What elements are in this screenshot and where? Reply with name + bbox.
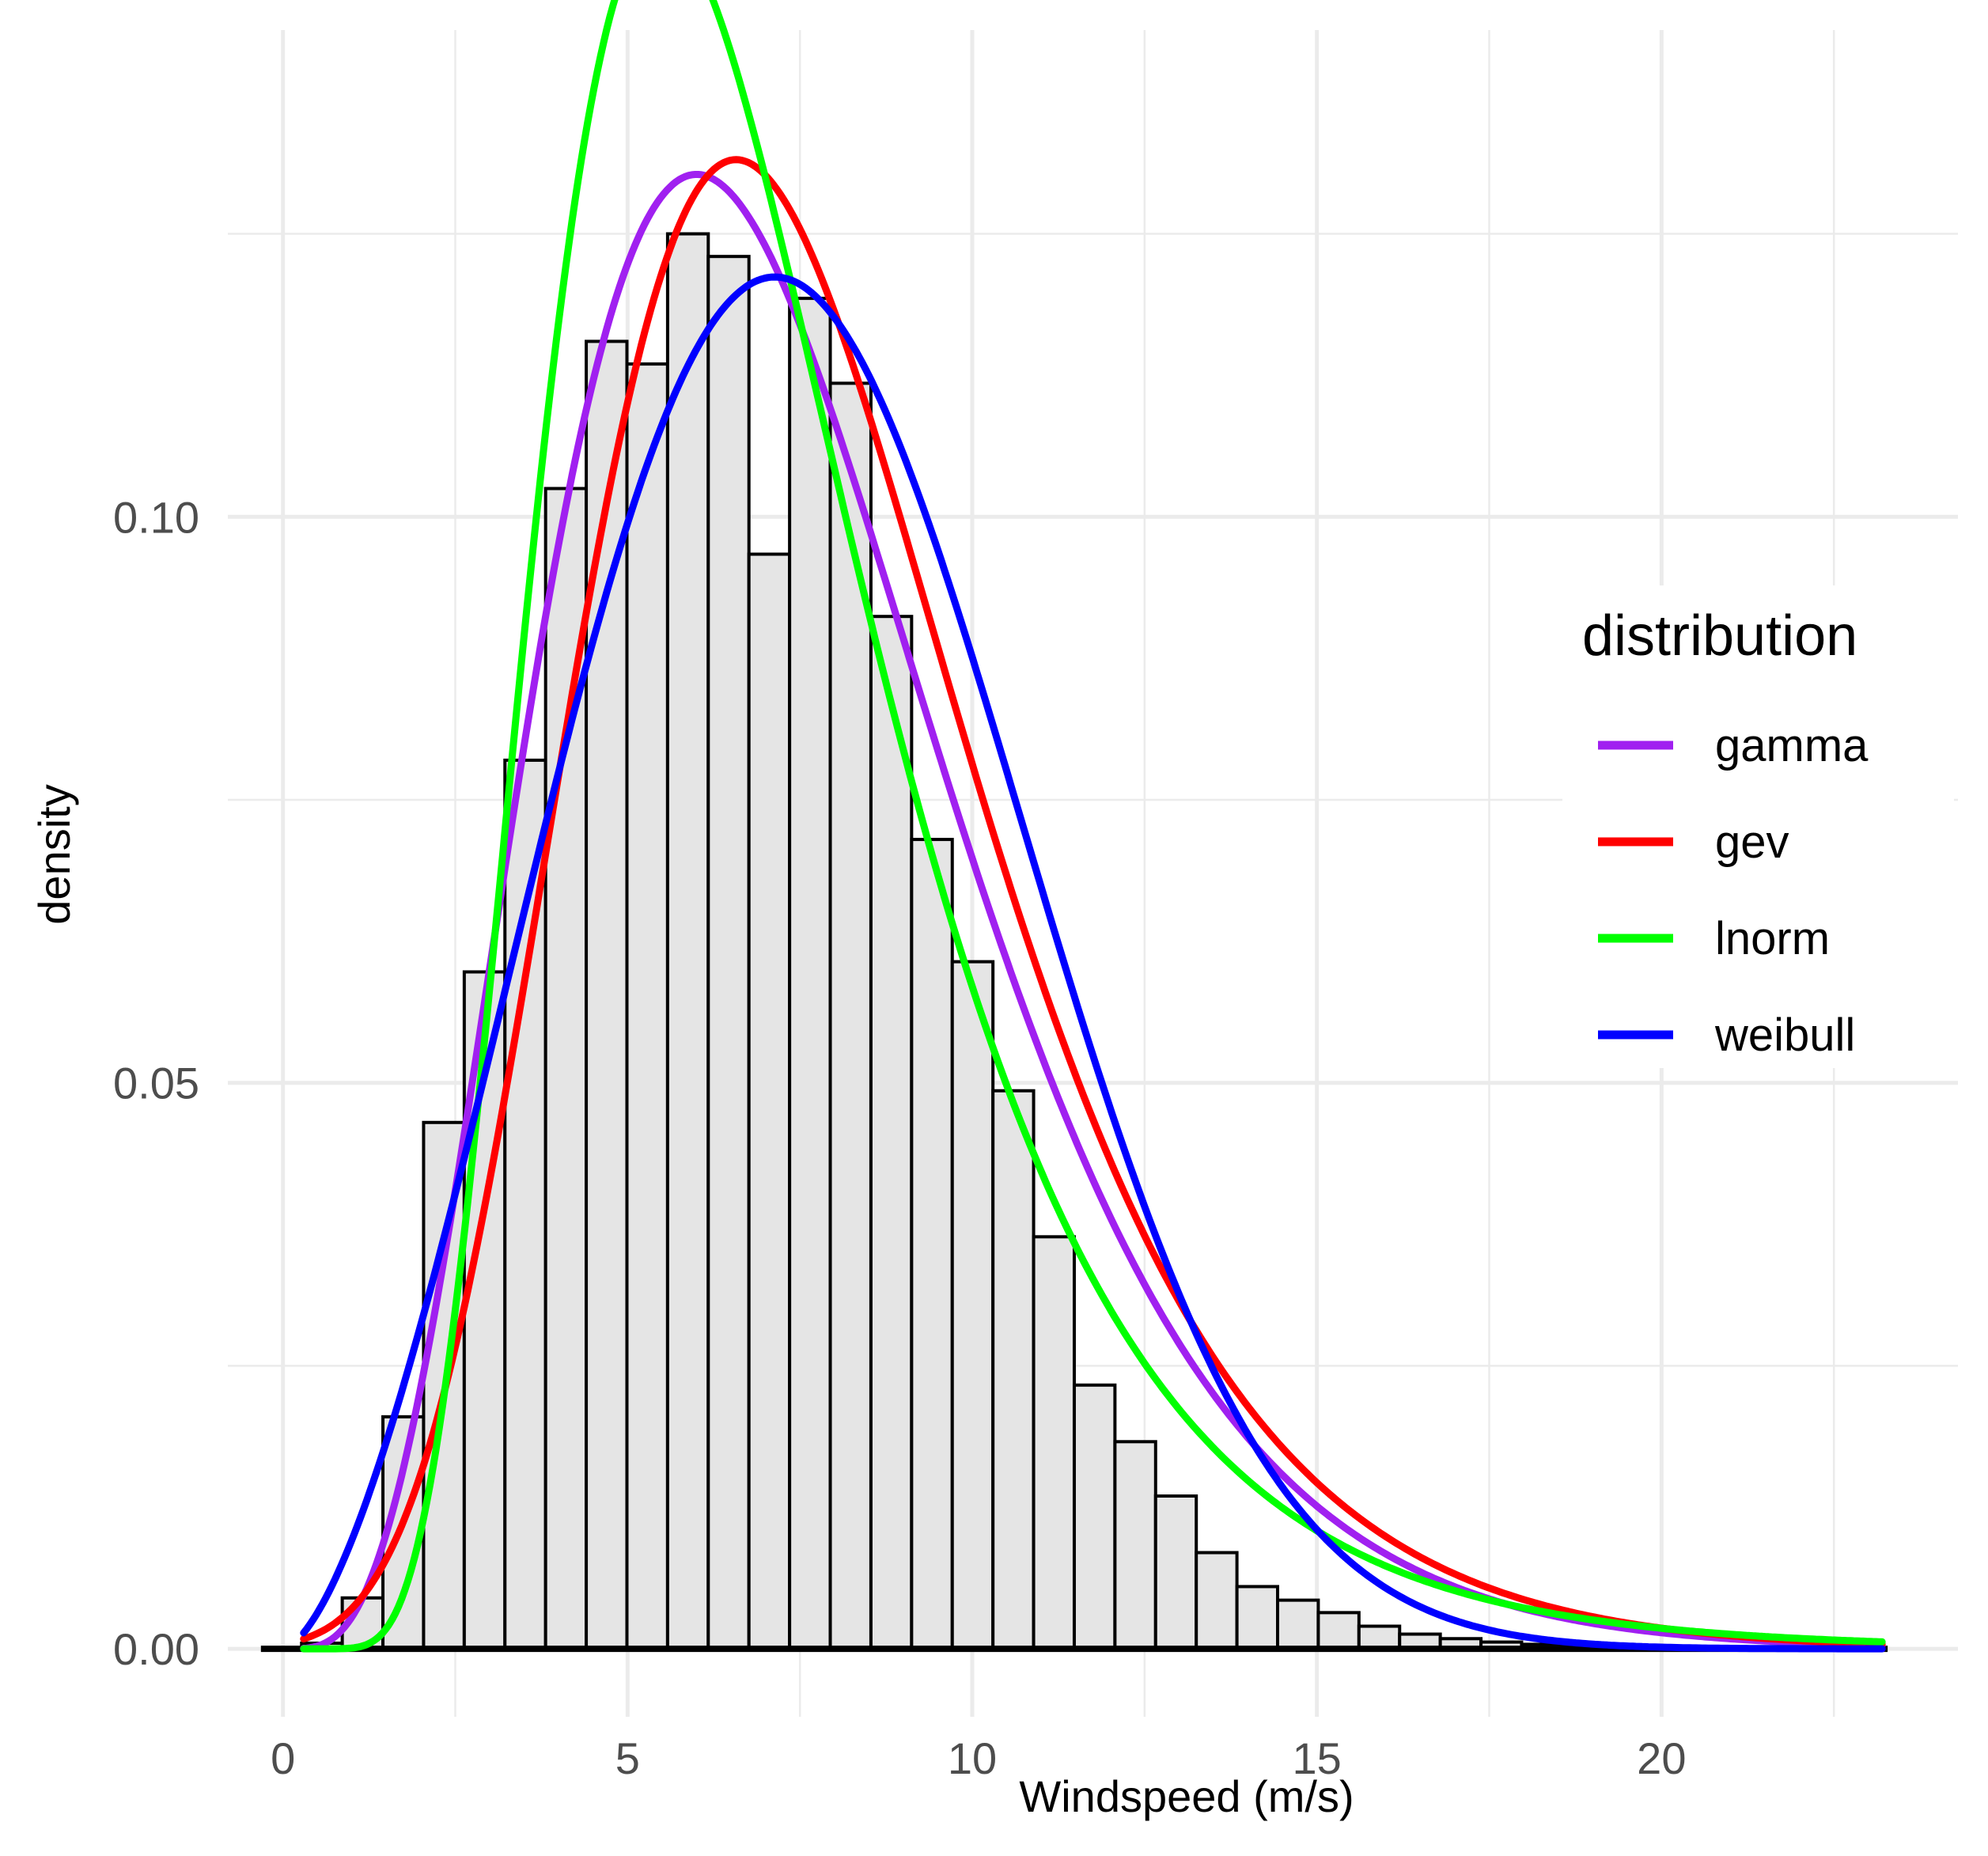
- x-tick-label: 20: [1637, 1733, 1686, 1783]
- histogram-bar: [1316, 1611, 1361, 1651]
- x-axis-title: Windspeed (m/s): [1019, 1771, 1354, 1821]
- histogram-bar: [910, 838, 954, 1651]
- histogram-bar: [625, 362, 669, 1651]
- x-tick-label: 5: [615, 1733, 640, 1783]
- histogram-bar: [1113, 1440, 1157, 1651]
- y-axis-title: density: [29, 784, 79, 924]
- x-tick-label: 10: [948, 1733, 997, 1783]
- curve-lnorm: [300, 0, 1886, 1653]
- histogram-bar: [706, 255, 751, 1651]
- legend-background: [1562, 585, 1954, 1068]
- legend-label-gamma: gamma: [1715, 720, 1869, 771]
- legend-entries: gamma gev lnorm weibull: [1598, 720, 1869, 1061]
- histogram-bar: [1072, 1383, 1117, 1651]
- x-axis-tick-labels: 0 5 10 15 20: [271, 1733, 1686, 1783]
- histogram-bar: [747, 552, 792, 1651]
- y-axis-tick-labels: 0.00 0.05 0.10: [113, 492, 199, 1674]
- histogram-bar: [1235, 1585, 1280, 1651]
- histogram-bar: [1153, 1494, 1198, 1651]
- y-tick-label: 0.00: [113, 1624, 199, 1674]
- curve-weibull: [300, 273, 1886, 1653]
- legend-title: distribution: [1582, 604, 1857, 668]
- x-tick-label: 15: [1293, 1733, 1342, 1783]
- histogram-bar: [828, 381, 873, 1651]
- histogram-bar: [991, 1089, 1036, 1651]
- histogram-bar: [1032, 1235, 1076, 1651]
- histogram-bar: [665, 232, 710, 1651]
- histogram-bar: [950, 960, 995, 1651]
- legend-label-weibull: weibull: [1714, 1009, 1855, 1061]
- histogram-bar: [1195, 1551, 1239, 1651]
- y-tick-label: 0.10: [113, 492, 199, 542]
- legend-label-lnorm: lnorm: [1715, 913, 1830, 964]
- histogram-bar: [1357, 1624, 1402, 1651]
- legend-label-gev: gev: [1715, 816, 1789, 868]
- density-curves: [300, 0, 1886, 1653]
- x-tick-label: 0: [271, 1733, 295, 1783]
- legend: distribution gamma gev lnorm weibull: [1562, 585, 1954, 1068]
- histogram-bar: [788, 297, 832, 1651]
- curve-gamma: [300, 171, 1886, 1653]
- histogram-bar: [1276, 1598, 1320, 1651]
- histogram-bar: [869, 615, 914, 1651]
- y-tick-label: 0.05: [113, 1059, 199, 1108]
